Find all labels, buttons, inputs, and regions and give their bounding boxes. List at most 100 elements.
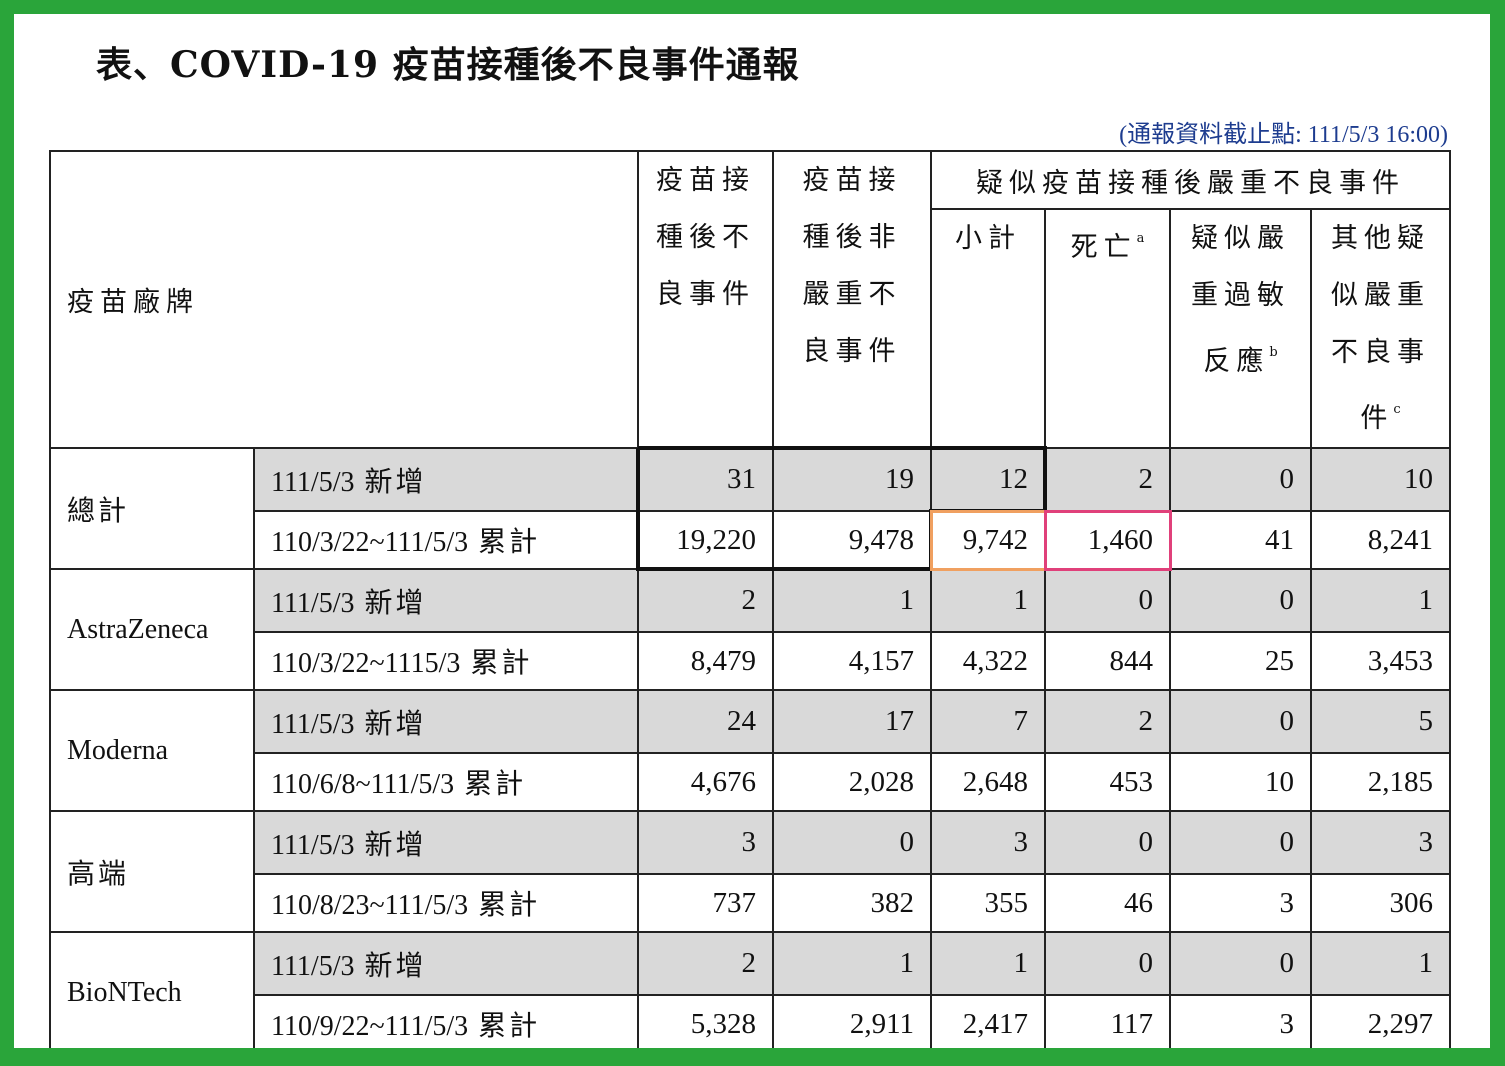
value-cell: 2,417 [930,994,1046,1048]
period-cell: 111/5/3 新增 [253,931,639,996]
value-cell: 306 [1310,873,1451,933]
value-cell: 1,460 [1044,510,1171,570]
table-row: 110/3/22~111/5/3 累計 19,220 9,478 9,742 1,460 4… [50,510,1451,570]
header-row-1: 疫苗廠牌 疫苗接 種後不 良事件 疫苗接 種後非 嚴重不 良事件 疑似疫苗接種後… [49,150,1451,449]
period-date: 111/5/3 [271,829,355,861]
header-text: 疑似嚴 [1191,223,1290,254]
value-cell: 355 [930,873,1046,933]
value-cell: 2,185 [1310,752,1451,812]
period-cell: 111/5/3 新增 [253,447,639,512]
value-cell: 1 [1310,931,1451,996]
period-cell: 110/8/23~111/5/3 累計 [253,873,639,933]
period-date: 111/5/3 [271,587,355,619]
adverse-events-table: 疫苗廠牌 疫苗接 種後不 良事件 疫苗接 種後非 嚴重不 良事件 疑似疫苗接種後… [49,150,1451,1048]
brand-cell: Moderna [49,689,255,812]
header-text: 種後不 [656,222,755,253]
period-date: 111/5/3 [271,708,355,740]
value-cell: 25 [1169,631,1312,691]
value-cell: 46 [1044,873,1171,933]
value-cell: 12 [930,447,1046,512]
value-cell: 3,453 [1310,631,1451,691]
header-text: 良事件 [802,336,902,367]
header-text: 種後非 [802,222,902,253]
value-cell: 0 [1044,568,1171,633]
value-cell: 2 [1044,689,1171,754]
value-cell: 1 [772,568,932,633]
value-cell: 24 [637,689,774,754]
period-keyword: 累計 [478,888,541,921]
period-keyword: 新增 [364,464,427,498]
value-cell: 844 [1044,631,1171,691]
header-total-events: 疫苗接 種後不 良事件 [637,150,774,449]
period-keyword: 新增 [364,585,427,619]
value-cell: 117 [1044,994,1171,1048]
period-keyword: 累計 [478,1009,541,1042]
period-keyword: 新增 [364,706,427,740]
header-text: 嚴重不 [802,279,902,310]
value-cell: 19 [772,447,932,512]
value-cell: 5 [1310,689,1451,754]
header-text: 死亡a [1046,210,1169,276]
header-row-2: 小計 死亡a 疑似嚴 重過敏 反應b 其他疑 似嚴重 不良事 件c [50,208,1451,449]
value-cell: 7 [930,689,1046,754]
period-date: 110/9/22~111/5/3 [271,1011,469,1042]
period-keyword: 新增 [364,827,427,861]
header-other-serious: 其他疑 似嚴重 不良事 件c [1310,208,1451,449]
header-other-label: 件 [1360,403,1394,434]
footnote-marker: a [1136,231,1145,246]
value-cell: 3 [930,810,1046,875]
table-row: Moderna 111/5/3 新增 24 17 7 2 0 5 [49,689,1451,812]
period-cell: 110/9/22~111/5/3 累計 [253,994,639,1048]
period-cell: 110/3/22~111/5/3 累計 [253,510,639,570]
value-cell: 2 [637,568,774,633]
document-page: 表、COVID-19 疫苗接種後不良事件通報 (通報資料截止點: 111/5/3… [14,14,1490,1048]
value-cell: 737 [637,873,774,933]
table-row: AstraZeneca 111/5/3 新增 2 1 1 0 0 1 [49,568,1451,691]
brand-cell: BioNTech [49,931,255,1048]
header-text: 似嚴重 [1331,280,1430,311]
brand-cell: AstraZeneca [49,568,255,691]
value-cell: 0 [1169,810,1312,875]
value-cell: 453 [1044,752,1171,812]
value-cell: 41 [1169,510,1312,570]
value-cell: 2,028 [772,752,932,812]
value-cell: 0 [1044,810,1171,875]
cutoff-note: (通報資料截止點: 111/5/3 16:00) [1119,122,1448,148]
header-subtotal: 小計 [930,208,1046,449]
value-cell: 1 [772,931,932,996]
brand-cell: 總計 [49,447,255,570]
table-row: 110/6/8~111/5/3 累計 4,676 2,028 2,648 453 10 2,1… [50,752,1451,812]
value-cell: 0 [1044,931,1171,996]
value-cell: 19,220 [637,510,774,570]
period-date: 110/6/8~111/5/3 [271,769,455,800]
value-cell: 4,322 [930,631,1046,691]
value-cell: 0 [1169,931,1312,996]
header-text: 不良事 [1331,337,1430,368]
header-anaphylaxis: 疑似嚴 重過敏 反應b [1169,208,1312,449]
value-cell: 0 [1169,447,1312,512]
period-date: 111/5/3 [271,466,355,498]
period-cell: 110/3/22~1115/3 累計 [253,631,639,691]
period-date: 110/3/22~1115/3 [271,648,461,679]
value-cell: 4,676 [637,752,774,812]
value-cell: 8,241 [1310,510,1451,570]
value-cell: 4,157 [772,631,932,691]
value-cell: 2,297 [1310,994,1451,1048]
value-cell: 1 [1310,568,1451,633]
header-death-label: 死亡 [1070,232,1137,263]
table-row: 高端 111/5/3 新增 3 0 3 0 0 3 [49,810,1451,933]
header-text: 件c [1312,381,1449,447]
value-cell: 8,479 [637,631,774,691]
value-cell: 9,742 [930,510,1046,570]
period-date: 110/8/23~111/5/3 [271,890,469,921]
value-cell: 3 [1169,873,1312,933]
value-cell: 17 [772,689,932,754]
period-keyword: 累計 [478,525,541,558]
header-text: 疫苗接 [802,165,902,196]
period-cell: 110/6/8~111/5/3 累計 [253,752,639,812]
brand-cell: 高端 [49,810,255,933]
value-cell: 382 [772,873,932,933]
value-cell: 1 [930,931,1046,996]
value-cell: 5,328 [637,994,774,1048]
header-non-serious: 疫苗接 種後非 嚴重不 良事件 [772,150,932,449]
